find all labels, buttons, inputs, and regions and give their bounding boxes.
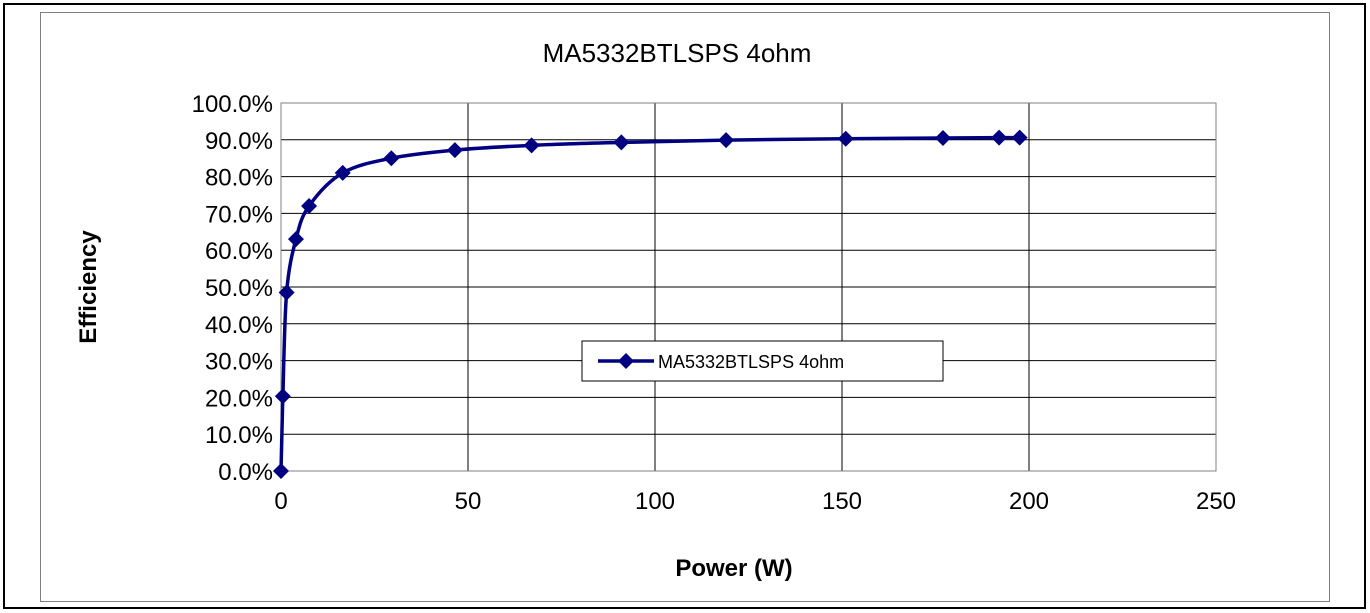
grid-lines: [280, 102, 1217, 472]
data-point-marker: [273, 463, 289, 479]
y-tick-label: 30.0%: [205, 349, 273, 376]
y-axis-ticks: 0.0% 10.0% 20.0% 30.0% 40.0% 50.0% 60.0% 70.0% 8…: [192, 91, 273, 486]
data-point-marker: [837, 130, 854, 147]
data-point-marker: [718, 132, 735, 149]
chart-title: MA5332BTLSPS 4ohm: [543, 38, 812, 68]
legend-label: MA5332BTLSPS 4ohm: [658, 352, 844, 372]
x-tick-label: 100: [635, 488, 675, 515]
x-tick-label: 250: [1196, 488, 1236, 515]
series-layer: [273, 129, 1028, 479]
y-axis-title: Efficiency: [75, 230, 102, 344]
plot-frame: [280, 102, 1217, 472]
y-tick-label: 80.0%: [205, 165, 273, 192]
y-tick-label: 100.0%: [192, 91, 273, 118]
y-tick-label: 60.0%: [205, 238, 273, 265]
x-axis-ticks: 0 50 100 150 200 250: [274, 488, 1236, 515]
y-tick-label: 40.0%: [205, 312, 273, 339]
data-point-marker: [334, 164, 351, 181]
x-axis-title: Power (W): [675, 555, 792, 582]
x-tick-label: 200: [1009, 488, 1049, 515]
data-point-marker: [274, 388, 291, 405]
data-point-marker: [991, 129, 1008, 146]
data-point-marker: [383, 150, 400, 167]
data-point-marker: [1011, 129, 1028, 146]
chart-area-border: [40, 12, 1330, 602]
y-tick-label: 50.0%: [205, 275, 273, 302]
y-tick-label: 10.0%: [205, 422, 273, 449]
data-point-marker: [278, 284, 295, 301]
y-tick-label: 20.0%: [205, 385, 273, 412]
legend-marker-swatch: [618, 353, 634, 369]
y-tick-label: 70.0%: [205, 201, 273, 228]
series-line: [279, 135, 1020, 472]
x-tick-label: 150: [822, 488, 862, 515]
data-point-marker: [523, 137, 540, 154]
legend: MA5332BTLSPS 4ohm: [581, 340, 944, 382]
figure-border: [3, 3, 1366, 609]
x-tick-label: 0: [274, 488, 287, 515]
y-tick-label: 90.0%: [205, 128, 273, 155]
x-tick-label: 50: [455, 488, 482, 515]
data-point-marker: [301, 198, 318, 215]
data-point-marker: [613, 134, 630, 151]
data-point-marker: [934, 129, 951, 146]
data-point-marker: [287, 231, 304, 248]
y-tick-label: 0.0%: [218, 459, 273, 486]
data-point-marker: [446, 142, 463, 159]
